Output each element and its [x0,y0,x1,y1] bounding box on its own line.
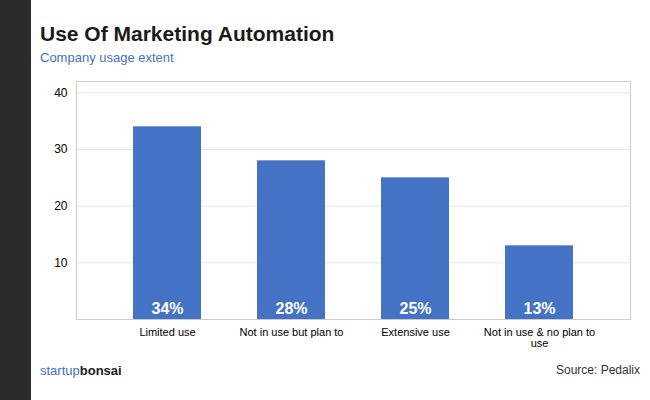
svg-text:40: 40 [54,86,68,100]
svg-text:Not in use but plan to: Not in use but plan to [240,326,344,338]
svg-text:28%: 28% [275,300,307,317]
svg-text:20: 20 [54,199,68,213]
svg-text:30: 30 [54,142,68,156]
svg-text:Extensive use: Extensive use [381,326,449,338]
svg-text:25%: 25% [399,300,431,317]
html-text:Source: Pedalix: Source: Pedalix [556,363,640,377]
html-text:Company usage extent: Company usage extent [40,50,174,65]
svg-text:13%: 13% [523,300,555,317]
svg-text:34%: 34% [151,300,183,317]
svg-text:Limited use: Limited use [139,326,195,338]
svg-text:Not in use & no plan touse: Not in use & no plan touse [484,326,595,349]
html-text:Use Of Marketing Automation: Use Of Marketing Automation [40,22,335,45]
html-text:startup bonsai: startup bonsai [40,363,122,378]
svg-text:10: 10 [54,256,68,270]
